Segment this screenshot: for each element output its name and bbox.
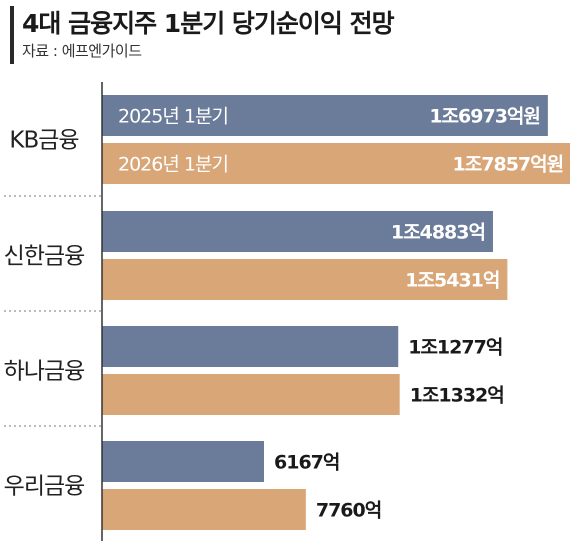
- legend-label: 2026년 1분기: [118, 154, 228, 176]
- category-label: 우리금융: [4, 474, 85, 500]
- category-label: 하나금융: [4, 359, 85, 385]
- data-label: 7760억: [316, 500, 381, 522]
- data-label: 1조1332억: [410, 385, 504, 407]
- data-label: 1조4883억: [391, 222, 485, 244]
- data-label: 1조6973억원: [429, 106, 540, 128]
- title-accent-bar: [10, 6, 14, 64]
- bar: [102, 489, 306, 530]
- category-label: 신한금융: [4, 244, 85, 270]
- data-label: 1조1277억: [408, 337, 502, 359]
- data-label: 1조5431억: [405, 270, 499, 292]
- category-label: KB금융: [9, 128, 78, 154]
- chart-source: 자료 : 에프엔가이드: [22, 42, 142, 60]
- bar: [102, 441, 265, 482]
- bar: [102, 326, 399, 367]
- chart-title: 4대 금융지주 1분기 당기순이익 전망: [22, 9, 395, 38]
- bar: [102, 211, 493, 252]
- legend-label: 2025년 1분기: [118, 106, 228, 128]
- bar: [102, 259, 508, 300]
- bar: [102, 374, 400, 415]
- data-label: 1조7857억원: [453, 154, 564, 176]
- data-label: 6167억: [274, 452, 339, 474]
- bar: [102, 143, 570, 184]
- bar: [102, 95, 548, 136]
